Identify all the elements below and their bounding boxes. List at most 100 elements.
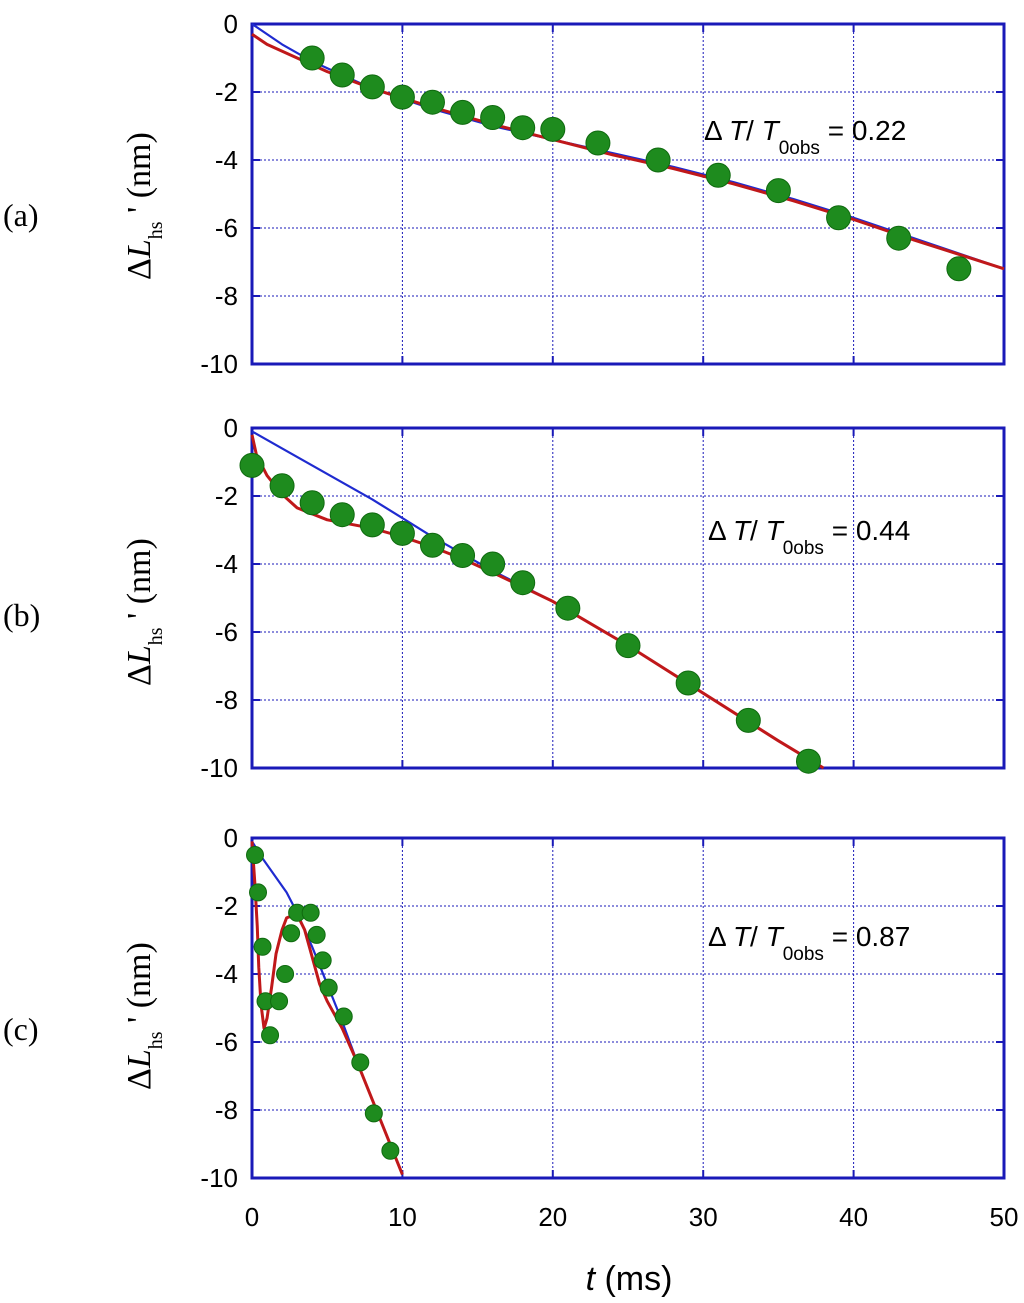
panels: 0 -2 -4 -6 -8 -10 (a) ΔLhs ' (nm) Δ T/ T0obs = 0… xyxy=(3,9,1018,1298)
data-point xyxy=(334,1007,353,1026)
data-point xyxy=(450,99,476,125)
data-point xyxy=(269,473,295,499)
y-axis-label: ΔLhs ' (nm) xyxy=(121,942,167,1090)
x-tick-label: 10 xyxy=(388,1202,417,1232)
y-tick-label: -10 xyxy=(200,753,238,783)
y-axis-label-text: ΔLhs ' (nm) xyxy=(121,132,167,280)
y-axis-label-text: ΔLhs ' (nm) xyxy=(121,942,167,1090)
data-point xyxy=(319,978,338,997)
plot-frame xyxy=(250,22,1006,366)
panel-2: 0 -2 -4 -6 -8 -10 (b) ΔLhs ' (nm) Δ T/ T0obs = 0… xyxy=(3,413,1006,783)
data-point xyxy=(795,748,821,774)
data-point xyxy=(585,130,611,156)
data-point xyxy=(540,116,566,142)
data-point xyxy=(329,502,355,528)
y-tick-label: 0 xyxy=(224,823,238,853)
x-tick-label: 0 xyxy=(245,1202,259,1232)
panel-3: 0-2-4-6-8-100 10 20 30 40 50t (ms)(c)ΔLhs ' (… xyxy=(3,823,1018,1298)
data-point xyxy=(675,670,701,696)
data-point xyxy=(735,707,761,733)
tick-marks xyxy=(251,837,1005,1179)
data-point xyxy=(329,62,355,88)
ratio-annotation: Δ T/ T0obs = 0.44 xyxy=(708,515,910,559)
data-point xyxy=(946,256,972,282)
y-axis-label: ΔLhs ' (nm) xyxy=(121,132,167,280)
data-point xyxy=(450,543,476,568)
data-point xyxy=(249,883,268,902)
data-point xyxy=(419,532,445,558)
data-point xyxy=(480,105,506,130)
y-tick-label: -8 xyxy=(215,1095,238,1125)
y-tick-label: 0 xyxy=(224,413,238,443)
data-point xyxy=(239,452,265,478)
x-tick-label: 20 xyxy=(538,1202,567,1232)
red-line-series xyxy=(250,841,404,1176)
y-tick-label: -4 xyxy=(215,549,238,579)
grid xyxy=(252,838,1004,1178)
y-tick-label: -2 xyxy=(215,77,238,107)
grid xyxy=(252,24,1004,364)
dot-series xyxy=(299,45,972,282)
data-point xyxy=(313,951,332,970)
data-point xyxy=(246,846,265,864)
panel-label: (b) xyxy=(3,597,40,633)
panel-1: 0 -2 -4 -6 -8 -10 (a) ΔLhs ' (nm) Δ T/ T0obs = 0… xyxy=(3,9,1006,379)
data-point xyxy=(381,1141,400,1160)
y-tick-label: 0 xyxy=(224,9,238,39)
data-point xyxy=(359,512,385,538)
data-point xyxy=(765,178,791,204)
x-axis-label: t (ms) xyxy=(586,1260,673,1298)
data-point xyxy=(364,1104,383,1123)
data-point xyxy=(389,84,415,110)
plot-frame xyxy=(250,836,1006,1180)
data-point xyxy=(389,520,415,546)
data-point xyxy=(615,633,641,659)
data-point xyxy=(555,595,581,621)
data-point xyxy=(282,924,301,943)
data-point xyxy=(270,992,289,1011)
data-point xyxy=(276,965,295,983)
data-point xyxy=(307,925,326,944)
tick-marks xyxy=(251,427,1005,769)
y-tick-label: -10 xyxy=(200,1163,238,1193)
data-point xyxy=(419,89,445,115)
data-point xyxy=(301,903,320,922)
y-tick-label: -6 xyxy=(215,1027,238,1057)
data-point xyxy=(705,162,731,188)
panel-label: (c) xyxy=(3,1011,39,1047)
tick-marks xyxy=(251,23,1005,365)
ratio-annotation: Δ T/ T0obs = 0.87 xyxy=(708,921,910,965)
y-tick-label: -4 xyxy=(215,145,238,175)
y-axis-label: ΔLhs ' (nm) xyxy=(121,538,167,686)
data-point xyxy=(253,937,272,956)
dot-series xyxy=(246,846,400,1160)
x-tick-label: 30 xyxy=(689,1202,718,1232)
data-point xyxy=(886,225,912,251)
data-point xyxy=(826,205,852,231)
x-tick-label: 40 xyxy=(839,1202,868,1232)
data-point xyxy=(299,490,325,516)
data-point xyxy=(510,115,536,141)
y-tick-label: -6 xyxy=(215,617,238,647)
dot-series xyxy=(239,452,821,774)
y-tick-label: -4 xyxy=(215,959,238,989)
data-point xyxy=(351,1053,370,1072)
y-tick-label: -6 xyxy=(215,213,238,243)
x-tick-label: 50 xyxy=(990,1202,1019,1232)
y-tick-label: -2 xyxy=(215,891,238,921)
data-point xyxy=(299,45,325,71)
panel-label: (a) xyxy=(3,197,39,233)
plot-frame xyxy=(250,426,1006,770)
ratio-annotation: Δ T/ T0obs = 0.22 xyxy=(704,115,906,159)
y-tick-label: -10 xyxy=(200,349,238,379)
data-point xyxy=(261,1026,280,1045)
data-point xyxy=(480,551,506,577)
y-tick-label: -8 xyxy=(215,685,238,715)
y-axis-label-text: ΔLhs ' (nm) xyxy=(121,538,167,686)
data-point xyxy=(645,147,671,173)
y-tick-label: -2 xyxy=(215,481,238,511)
data-point xyxy=(510,570,536,596)
grid xyxy=(252,428,1004,768)
y-tick-label: -8 xyxy=(215,281,238,311)
